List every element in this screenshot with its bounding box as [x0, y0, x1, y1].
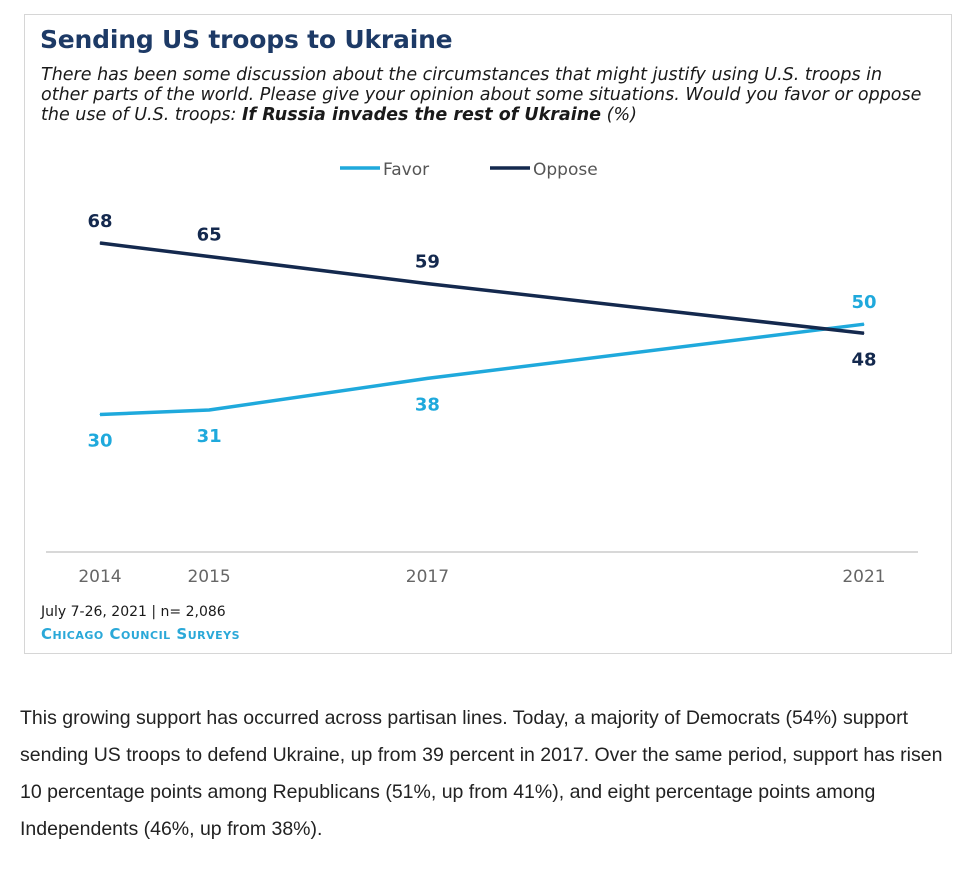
data-label-favor-2014: 30	[87, 431, 112, 452]
legend-label-oppose: Oppose	[533, 160, 598, 180]
point-oppose-2014	[99, 242, 101, 244]
chart-card: Sending US troops to Ukraine There has b…	[24, 14, 952, 654]
point-favor-2021	[863, 323, 865, 325]
source-brand: Chicago Council Surveys	[41, 625, 241, 643]
data-label-oppose-2014: 68	[87, 211, 112, 232]
subtitle-unit: (%)	[606, 105, 637, 125]
point-oppose-2015	[208, 256, 210, 257]
series-line-oppose	[99, 241, 865, 336]
point-favor-2017	[426, 377, 428, 379]
survey-date: July 7-26, 2021 | n= 2,086	[41, 604, 226, 620]
x-tick-2015: 2015	[187, 567, 230, 587]
data-label-favor-2017: 38	[415, 394, 440, 415]
point-oppose-2017	[426, 283, 428, 285]
legend-label-favor: Favor	[383, 160, 429, 180]
x-tick-2017: 2017	[406, 567, 449, 587]
chart-title: Sending US troops to Ukraine	[40, 25, 453, 54]
series-line-favor	[99, 322, 865, 417]
chart-legend: Favor Oppose	[340, 160, 598, 180]
x-tick-2021: 2021	[842, 567, 885, 587]
data-labels: 30 31 38 50 68 65 59 48	[87, 211, 876, 452]
data-label-oppose-2015: 65	[197, 225, 222, 246]
point-favor-2015	[208, 409, 210, 411]
series-layer	[99, 241, 865, 417]
data-label-oppose-2021: 48	[851, 349, 876, 370]
subtitle-emphasis: If Russia invades the rest of Ukraine	[242, 105, 602, 125]
x-axis-ticks: 2014 2015 2017 2021	[78, 567, 885, 587]
data-label-oppose-2017: 59	[415, 252, 440, 273]
chart-subtitle: There has been some discussion about the…	[41, 65, 931, 125]
subtitle-question: There has been some discussion about the…	[41, 65, 922, 125]
point-oppose-2021	[863, 332, 865, 334]
data-label-favor-2021: 50	[851, 292, 876, 313]
point-favor-2014	[99, 414, 101, 415]
data-label-favor-2015: 31	[197, 426, 222, 447]
x-tick-2014: 2014	[78, 567, 121, 587]
article-paragraph: This growing support has occurred across…	[20, 707, 943, 840]
